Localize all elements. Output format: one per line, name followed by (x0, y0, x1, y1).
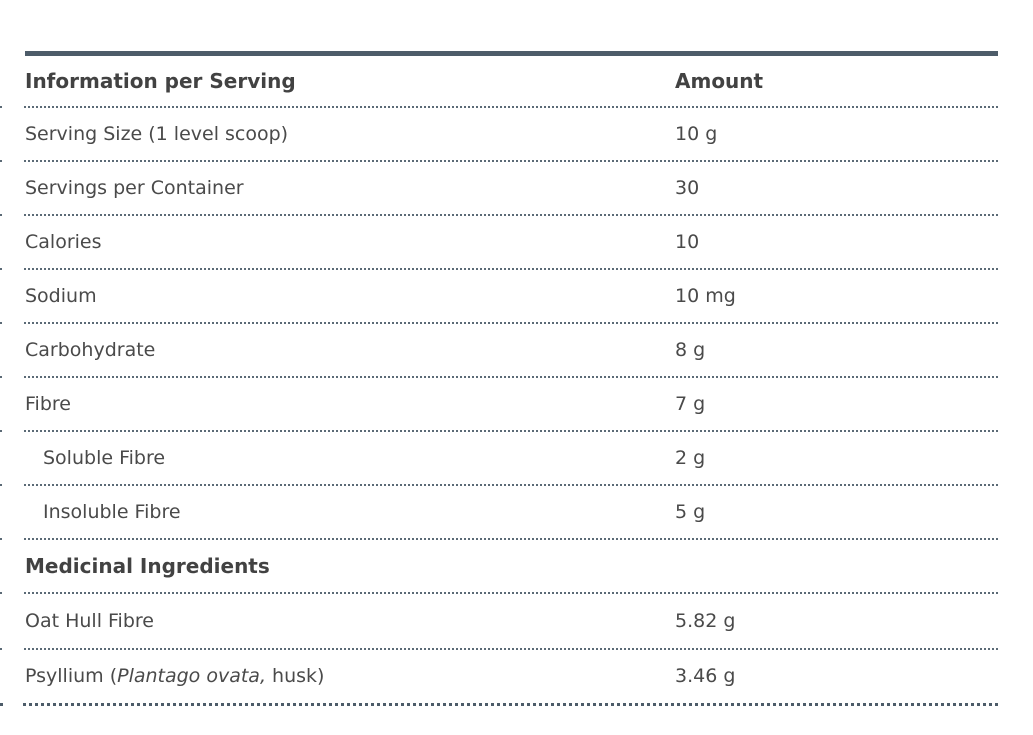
row-amount: 3.46 g (675, 665, 736, 688)
table-body: Serving Size (1 level scoop) 10 g Servings… (0, 108, 998, 706)
row-amount: 10 (675, 230, 700, 253)
row-label: Serving Size (1 level scoop) (25, 122, 289, 145)
table-top-border (25, 51, 998, 56)
row-label: Fibre (25, 392, 71, 415)
row-label: Insoluble Fibre (43, 500, 181, 523)
header-information-per-serving: Information per Serving (25, 69, 296, 93)
row-amount: 5 g (675, 500, 706, 523)
label-text: husk) (266, 665, 325, 688)
header-amount: Amount (675, 69, 764, 93)
table-header-row: Information per Serving Amount (0, 56, 998, 108)
latin-name-italic: Plantago ovata, (117, 665, 266, 688)
table-row: Soluble Fibre 2 g (0, 432, 998, 486)
table-row: Fibre 7 g (0, 378, 998, 432)
table-row: Oat Hull Fibre 5.82 g (0, 594, 998, 650)
row-label: Oat Hull Fibre (25, 609, 154, 632)
row-amount: 30 (675, 176, 700, 199)
row-amount: 5.82 g (675, 609, 736, 632)
row-amount: 7 g (675, 392, 706, 415)
row-label: Medicinal Ingredients (25, 554, 270, 578)
table-row: Psyllium (Plantago ovata, husk) 3.46 g (0, 650, 998, 706)
nutrition-table: Information per Serving Amount Serving S… (0, 56, 998, 706)
row-label: Servings per Container (25, 176, 244, 199)
row-amount: 10 mg (675, 284, 736, 307)
table-row: Insoluble Fibre 5 g (0, 486, 998, 540)
row-label: Soluble Fibre (43, 446, 166, 469)
row-label: Calories (25, 230, 102, 253)
table-row: Sodium 10 mg (0, 270, 998, 324)
table-row: Carbohydrate 8 g (0, 324, 998, 378)
row-amount: 2 g (675, 446, 706, 469)
row-amount: 10 g (675, 122, 718, 145)
label-text: Psyllium ( (25, 665, 118, 688)
row-label: Psyllium (Plantago ovata, husk) (25, 665, 675, 688)
table-row: Calories 10 (0, 216, 998, 270)
row-label: Sodium (25, 284, 97, 307)
row-amount: 8 g (675, 338, 706, 361)
table-row: Serving Size (1 level scoop) 10 g (0, 108, 998, 162)
table-row: Servings per Container 30 (0, 162, 998, 216)
row-label: Carbohydrate (25, 338, 156, 361)
table-row: Medicinal Ingredients (0, 540, 998, 594)
left-gutter-mask (4, 56, 22, 706)
